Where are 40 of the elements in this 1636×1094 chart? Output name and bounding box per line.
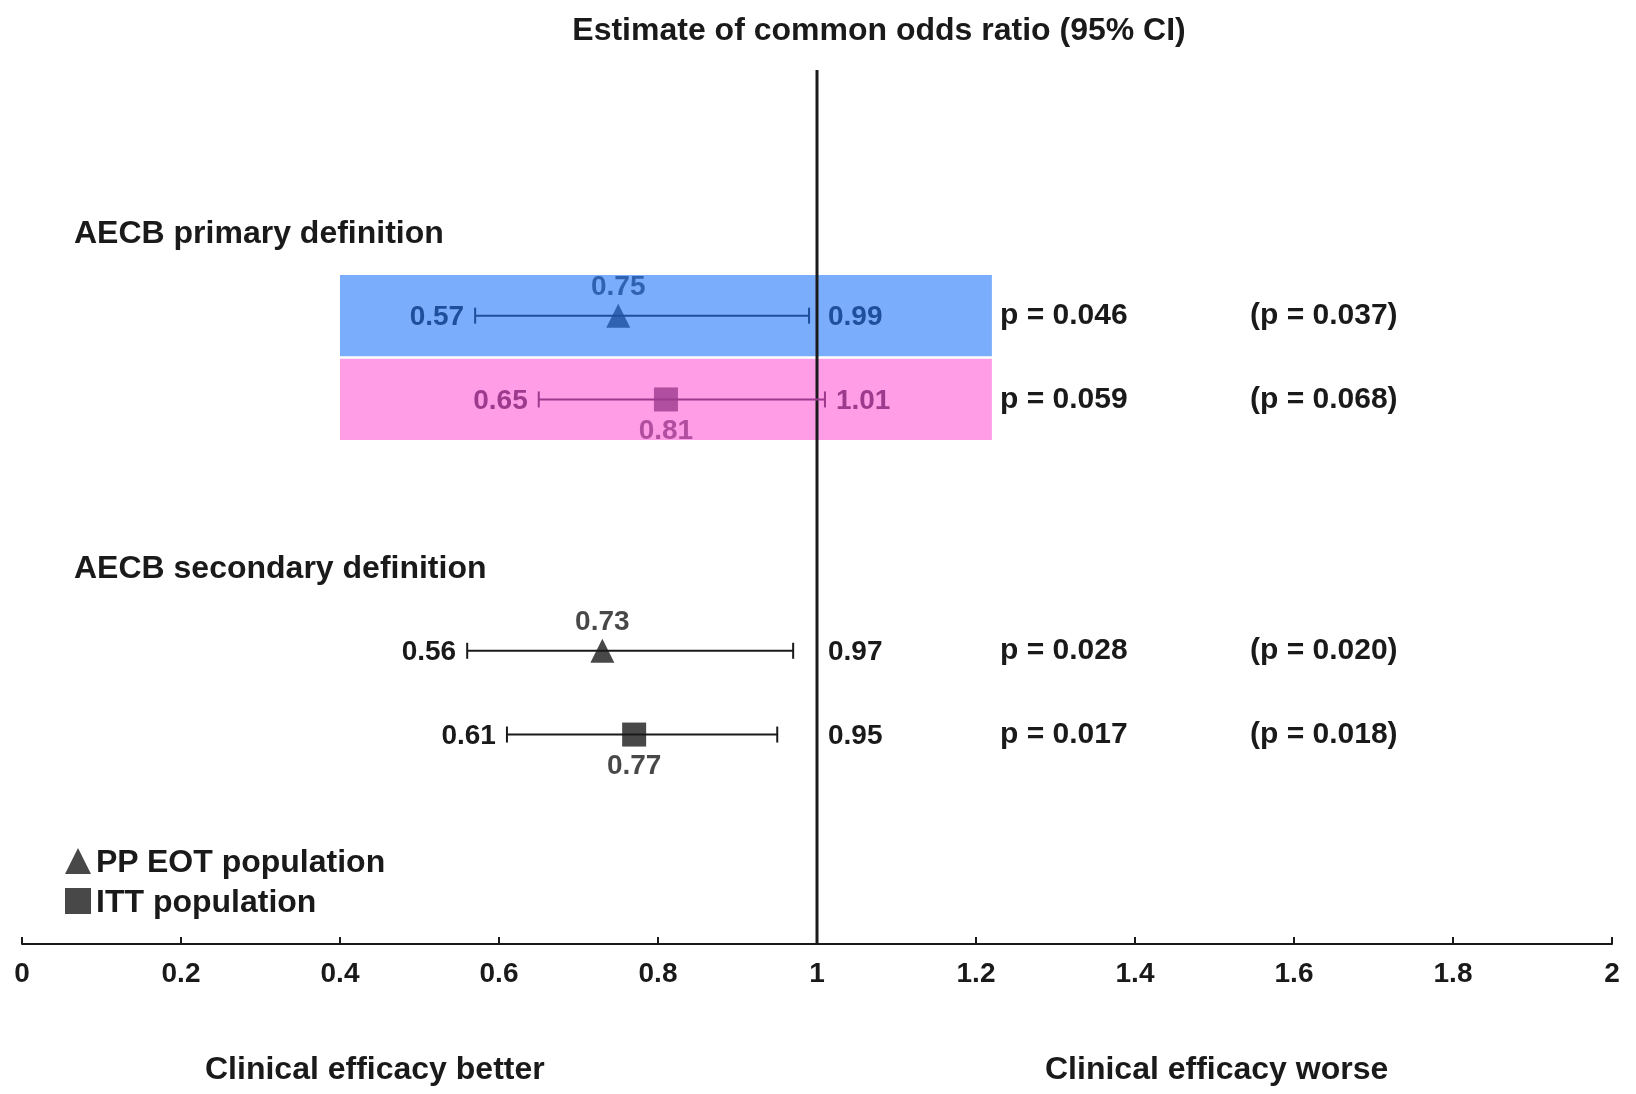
data-label: 0.75 bbox=[591, 270, 646, 302]
annotation: 0.65 bbox=[473, 383, 528, 415]
legend-label: PP EOT population bbox=[96, 843, 386, 879]
annotation: 0.61 bbox=[441, 719, 496, 751]
x-tick-label: 0.4 bbox=[320, 956, 360, 988]
x-tick-label: 0.8 bbox=[638, 956, 678, 988]
annotation: 0.56 bbox=[401, 635, 457, 667]
point bbox=[606, 303, 631, 328]
data-label: 0.81 bbox=[638, 413, 694, 445]
text: Clinical efficacy worse bbox=[1045, 1050, 1389, 1086]
x-tick-label: 1.2 bbox=[956, 956, 996, 988]
x-tick-label: 2 bbox=[1604, 956, 1620, 988]
data-label: 0.73 bbox=[575, 605, 630, 637]
y-tick-label: AECB primary definition bbox=[74, 213, 444, 250]
x-tick-label: 0.2 bbox=[161, 956, 201, 988]
x-tick-label: 1.4 bbox=[1115, 956, 1155, 988]
annotation: p = 0.017 bbox=[1000, 716, 1128, 750]
data-label: 0.77 bbox=[606, 749, 662, 781]
x-tick-label: 0 bbox=[14, 956, 30, 988]
point bbox=[653, 387, 678, 412]
x-tick-label: 1.8 bbox=[1433, 956, 1473, 988]
x-tick-label: 1 bbox=[809, 956, 825, 988]
y-tick-label: AECB secondary definition bbox=[74, 549, 487, 585]
annotation: 0.57 bbox=[409, 300, 465, 332]
annotation: p = 0.028 bbox=[1000, 632, 1128, 666]
annotation: (p = 0.037) bbox=[1250, 297, 1398, 331]
annotation: (p = 0.020) bbox=[1250, 632, 1398, 666]
annotation: 0.99 bbox=[828, 300, 883, 332]
annotation: 0.95 bbox=[828, 719, 883, 751]
x-tick-label: 0.6 bbox=[479, 956, 519, 988]
annotation: 0.97 bbox=[828, 635, 883, 667]
annotation: p = 0.059 bbox=[1000, 380, 1128, 414]
annotation: (p = 0.068) bbox=[1250, 380, 1398, 414]
annotation: 1.01 bbox=[835, 383, 891, 415]
x-tick-label: 1.6 bbox=[1274, 956, 1314, 988]
text: Clinical efficacy better bbox=[205, 1050, 545, 1086]
chart-title: Estimate of common odds ratio (95% CI) bbox=[572, 11, 1186, 47]
annotation: (p = 0.018) bbox=[1250, 716, 1398, 750]
legend-label: ITT population bbox=[96, 883, 317, 919]
annotation: p = 0.046 bbox=[1000, 297, 1128, 331]
